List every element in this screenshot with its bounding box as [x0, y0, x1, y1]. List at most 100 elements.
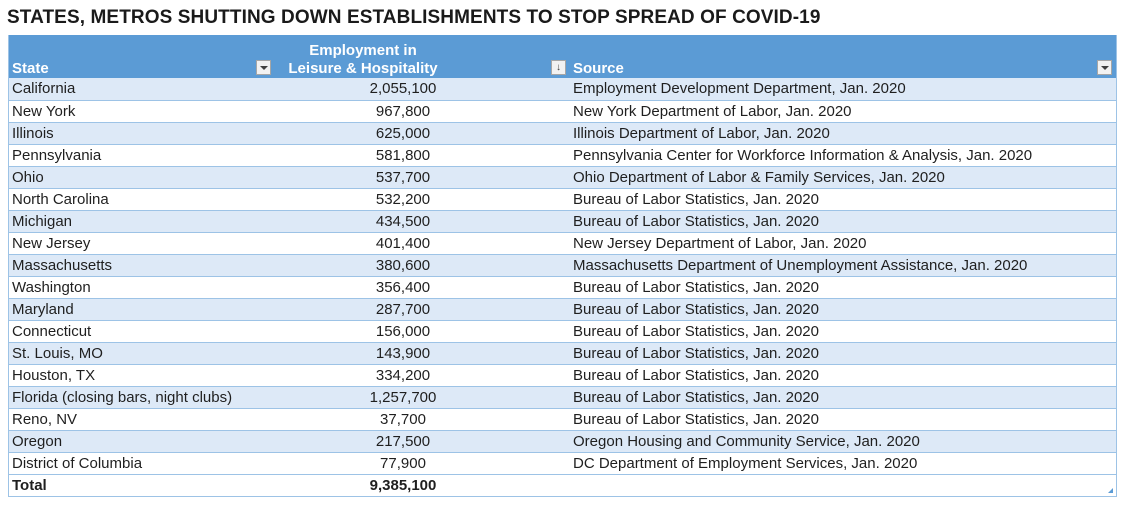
cell-employment[interactable]: 37,700 [273, 408, 453, 431]
table-row[interactable]: Reno, NV 37,700 Bureau of Labor Statistics… [9, 408, 1116, 431]
cell-state[interactable]: New York [9, 100, 273, 123]
cell-spacer [453, 342, 570, 365]
cell-source[interactable]: Oregon Housing and Community Service, Ja… [570, 430, 1116, 453]
cell-state[interactable]: New Jersey [9, 232, 273, 255]
page-title: STATES, METROS SHUTTING DOWN ESTABLISHME… [7, 7, 821, 28]
state-filter-dropdown-icon[interactable] [256, 60, 271, 75]
header-state: State [9, 35, 273, 78]
table-row[interactable]: Washington 356,400 Bureau of Labor Statist… [9, 276, 1116, 299]
cell-employment[interactable]: 77,900 [273, 452, 453, 475]
cell-state[interactable]: Pennsylvania [9, 144, 273, 167]
table-row[interactable]: District of Columbia 77,900 DC Department … [9, 452, 1116, 475]
cell-source[interactable]: Bureau of Labor Statistics, Jan. 2020 [570, 386, 1116, 409]
cell-employment[interactable]: 2,055,100 [273, 78, 453, 101]
cell-source[interactable]: Massachusetts Department of Unemployment… [570, 254, 1116, 277]
cell-source[interactable]: Pennsylvania Center for Workforce Inform… [570, 144, 1116, 167]
table-row[interactable]: New Jersey 401,400 New Jersey Department o… [9, 232, 1116, 255]
cell-state[interactable]: Connecticut [9, 320, 273, 343]
cell-state[interactable]: Houston, TX [9, 364, 273, 387]
table-row[interactable]: Michigan 434,500 Bureau of Labor Statistic… [9, 210, 1116, 233]
table-row[interactable]: Massachusetts 380,600 Massachusetts Depart… [9, 254, 1116, 277]
cell-employment[interactable]: 334,200 [273, 364, 453, 387]
cell-source[interactable]: Bureau of Labor Statistics, Jan. 2020 [570, 364, 1116, 387]
source-filter-dropdown-icon[interactable] [1097, 60, 1112, 75]
cell-spacer [453, 430, 570, 453]
cell-state[interactable]: California [9, 78, 273, 101]
cell-state[interactable]: Michigan [9, 210, 273, 233]
cell-employment[interactable]: 401,400 [273, 232, 453, 255]
cell-source[interactable]: New Jersey Department of Labor, Jan. 202… [570, 232, 1116, 255]
cell-employment[interactable]: 156,000 [273, 320, 453, 343]
cell-employment[interactable]: 625,000 [273, 122, 453, 145]
cell-source[interactable]: DC Department of Employment Services, Ja… [570, 452, 1116, 475]
cell-source[interactable]: Illinois Department of Labor, Jan. 2020 [570, 122, 1116, 145]
table-row[interactable]: St. Louis, MO 143,900 Bureau of Labor Stat… [9, 342, 1116, 365]
table-row[interactable]: North Carolina 532,200 Bureau of Labor Sta… [9, 188, 1116, 211]
cell-spacer [453, 210, 570, 233]
cell-source[interactable]: Employment Development Department, Jan. … [570, 78, 1116, 101]
cell-spacer [453, 100, 570, 123]
cell-source[interactable]: Bureau of Labor Statistics, Jan. 2020 [570, 210, 1116, 233]
cell-source[interactable]: New York Department of Labor, Jan. 2020 [570, 100, 1116, 123]
table-row[interactable]: Maryland 287,700 Bureau of Labor Statistic… [9, 298, 1116, 321]
table-row[interactable]: New York 967,800 New York Department of La… [9, 100, 1116, 123]
cell-state[interactable]: Ohio [9, 166, 273, 189]
cell-source[interactable]: Bureau of Labor Statistics, Jan. 2020 [570, 188, 1116, 211]
cell-spacer [453, 408, 570, 431]
cell-state[interactable]: Maryland [9, 298, 273, 321]
table-row[interactable]: Connecticut 156,000 Bureau of Labor Statis… [9, 320, 1116, 343]
cell-employment[interactable]: 1,257,700 [273, 386, 453, 409]
cell-spacer [453, 386, 570, 409]
cell-state[interactable]: North Carolina [9, 188, 273, 211]
cell-spacer [453, 298, 570, 321]
cell-state[interactable]: St. Louis, MO [9, 342, 273, 365]
total-label[interactable]: Total [9, 474, 273, 496]
cell-employment[interactable]: 537,700 [273, 166, 453, 189]
data-table: State Employment in Leisure & Hospitalit… [9, 35, 1116, 496]
cell-source[interactable]: Bureau of Labor Statistics, Jan. 2020 [570, 408, 1116, 431]
total-source-empty[interactable] [570, 474, 1116, 496]
cell-employment[interactable]: 967,800 [273, 100, 453, 123]
table-row[interactable]: Illinois 625,000 Illinois Department of La… [9, 122, 1116, 145]
table-row[interactable]: Florida (closing bars, night clubs) 1,257… [9, 386, 1116, 409]
cell-spacer [453, 364, 570, 387]
header-employment-sort-cell: ↓ [453, 35, 570, 78]
cell-source[interactable]: Bureau of Labor Statistics, Jan. 2020 [570, 342, 1116, 365]
cell-employment[interactable]: 581,800 [273, 144, 453, 167]
cell-state[interactable]: District of Columbia [9, 452, 273, 475]
cell-employment[interactable]: 380,600 [273, 254, 453, 277]
header-employment: Employment in Leisure & Hospitality [273, 35, 453, 78]
header-employment-line1: Employment in [309, 42, 417, 59]
cell-employment[interactable]: 143,900 [273, 342, 453, 365]
cell-state[interactable]: Massachusetts [9, 254, 273, 277]
cell-state[interactable]: Washington [9, 276, 273, 299]
cell-source[interactable]: Ohio Department of Labor & Family Servic… [570, 166, 1116, 189]
cell-state[interactable]: Florida (closing bars, night clubs) [9, 386, 273, 409]
table-row[interactable]: Pennsylvania 581,800 Pennsylvania Center f… [9, 144, 1116, 167]
cell-spacer [453, 320, 570, 343]
cell-employment[interactable]: 287,700 [273, 298, 453, 321]
cell-employment[interactable]: 217,500 [273, 430, 453, 453]
table-row[interactable]: Oregon 217,500 Oregon Housing and Communit… [9, 430, 1116, 453]
cell-source[interactable]: Bureau of Labor Statistics, Jan. 2020 [570, 320, 1116, 343]
table-row[interactable]: Houston, TX 334,200 Bureau of Labor Statis… [9, 364, 1116, 387]
cell-state[interactable]: Illinois [9, 122, 273, 145]
table-row[interactable]: Ohio 537,700 Ohio Department of Labor & Fa… [9, 166, 1116, 189]
header-row: State Employment in Leisure & Hospitalit… [9, 35, 1116, 78]
cell-source[interactable]: Bureau of Labor Statistics, Jan. 2020 [570, 276, 1116, 299]
total-row[interactable]: Total 9,385,100 [9, 474, 1116, 496]
cell-employment[interactable]: 356,400 [273, 276, 453, 299]
table-row[interactable]: California 2,055,100 Employment Developmen… [9, 78, 1116, 101]
cell-state[interactable]: Oregon [9, 430, 273, 453]
table-resize-grip-icon[interactable] [1108, 488, 1113, 493]
header-source: Source [570, 35, 1116, 78]
sort-descending-icon[interactable]: ↓ [551, 60, 566, 75]
cell-employment[interactable]: 434,500 [273, 210, 453, 233]
header-state-label: State [12, 60, 49, 77]
cell-spacer [453, 474, 570, 496]
total-employment[interactable]: 9,385,100 [273, 474, 453, 496]
cell-spacer [453, 166, 570, 189]
cell-state[interactable]: Reno, NV [9, 408, 273, 431]
cell-source[interactable]: Bureau of Labor Statistics, Jan. 2020 [570, 298, 1116, 321]
cell-employment[interactable]: 532,200 [273, 188, 453, 211]
